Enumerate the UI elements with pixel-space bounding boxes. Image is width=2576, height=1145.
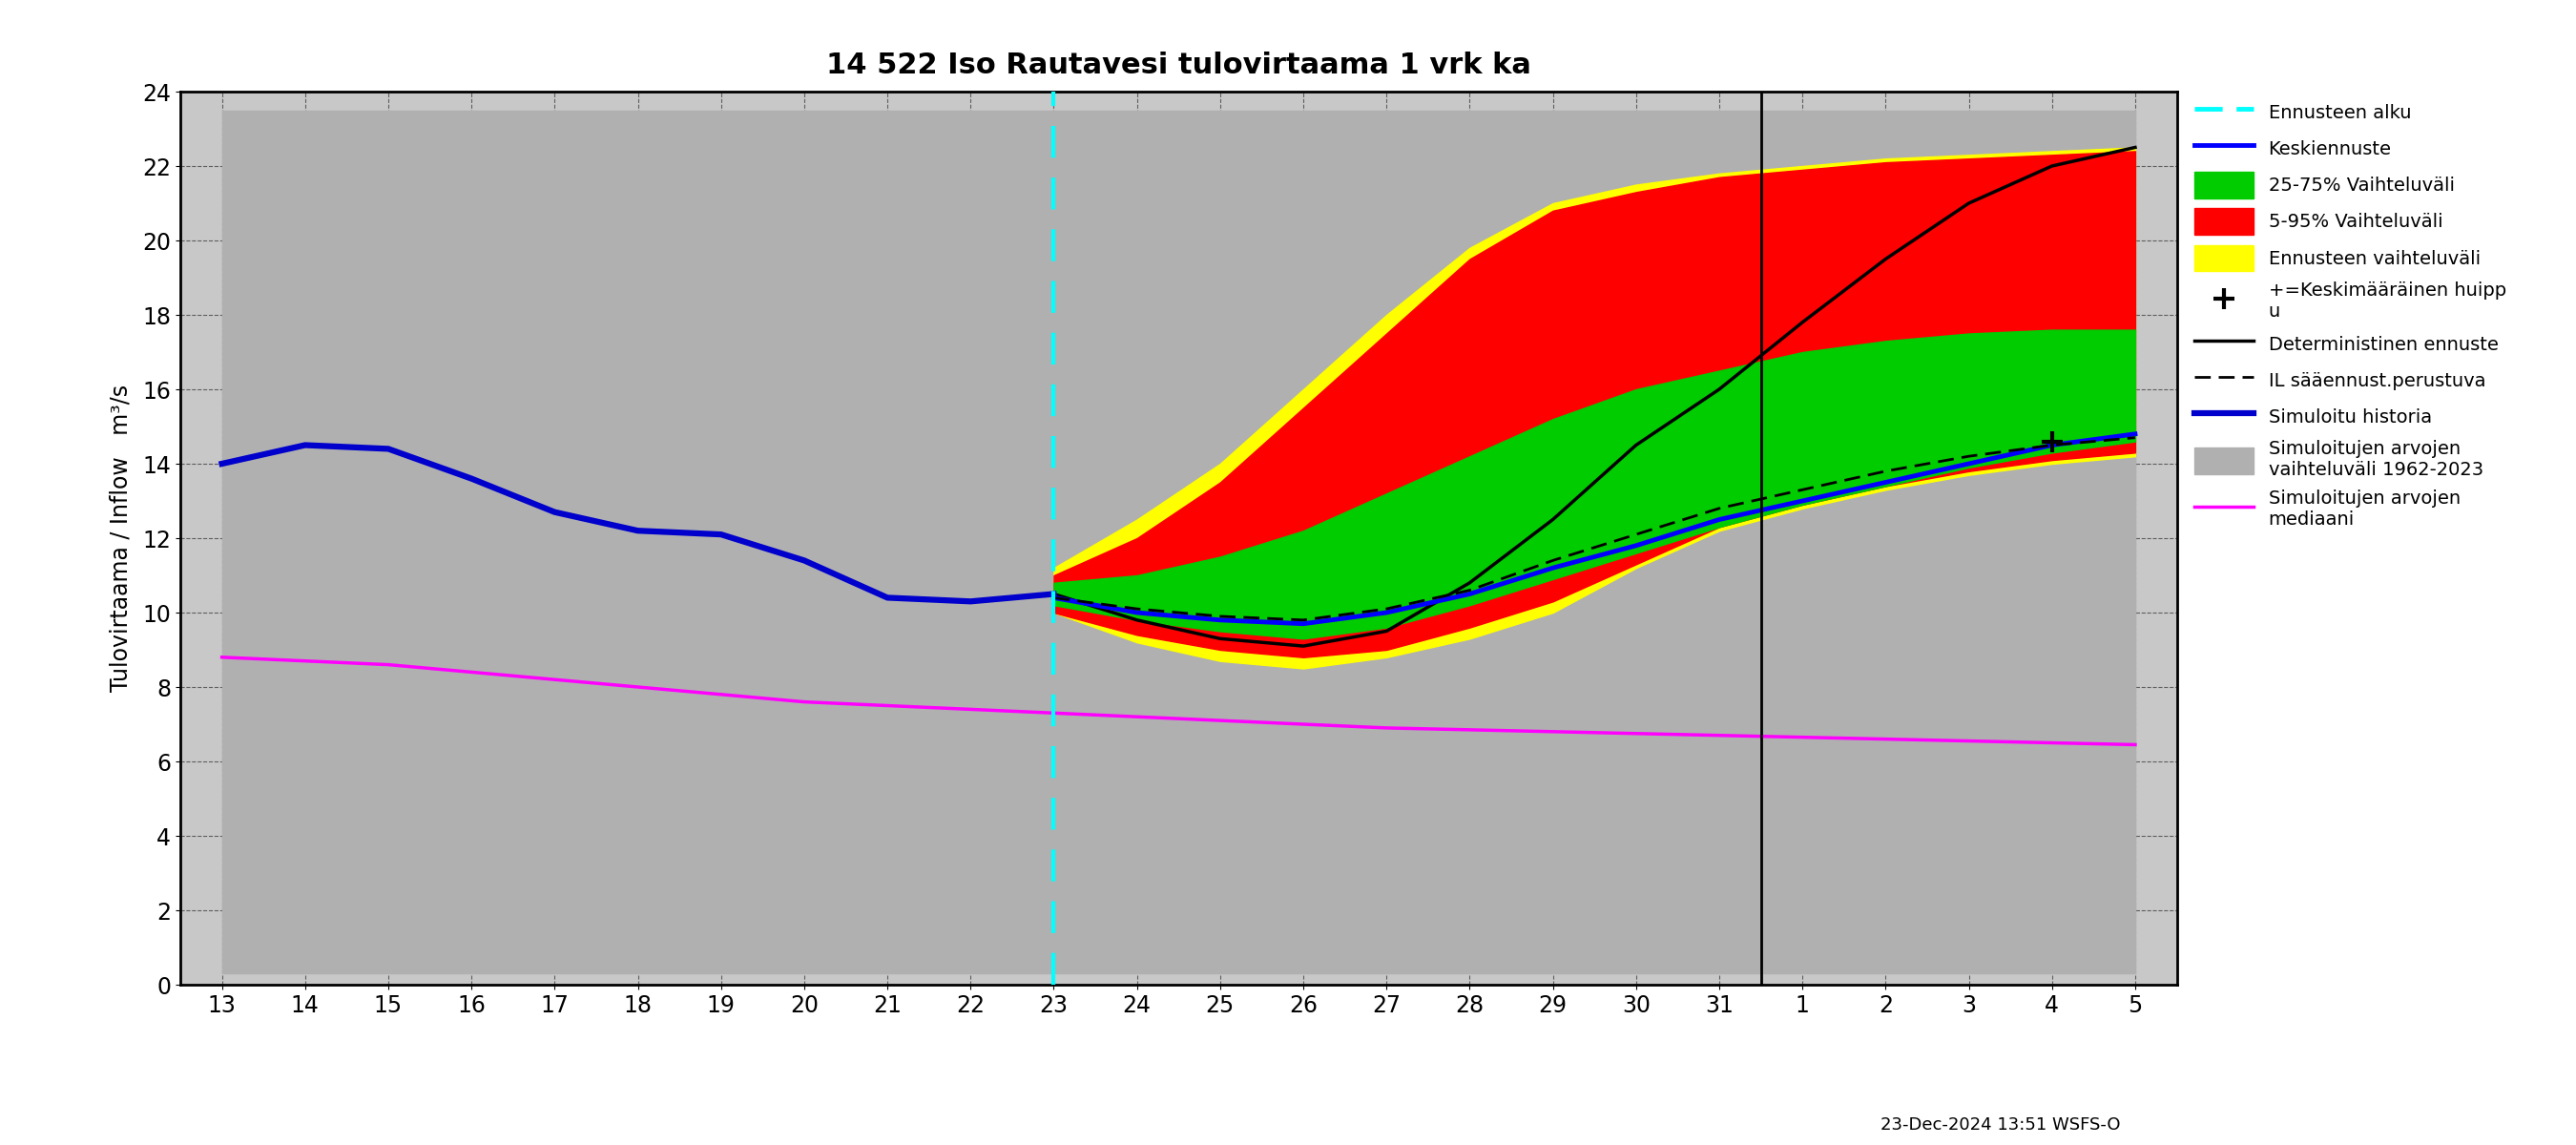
- Legend: Ennusteen alku, Keskiennuste, 25-75% Vaihteluväli, 5-95% Vaihteluväli, Ennusteen: Ennusteen alku, Keskiennuste, 25-75% Vai…: [2187, 92, 2514, 536]
- Y-axis label: Tulovirtaama / Inflow   m³/s: Tulovirtaama / Inflow m³/s: [108, 385, 131, 692]
- Title: 14 522 Iso Rautavesi tulovirtaama 1 vrk ka: 14 522 Iso Rautavesi tulovirtaama 1 vrk …: [827, 52, 1530, 79]
- Text: 23-Dec-2024 13:51 WSFS-O: 23-Dec-2024 13:51 WSFS-O: [1880, 1116, 2120, 1134]
